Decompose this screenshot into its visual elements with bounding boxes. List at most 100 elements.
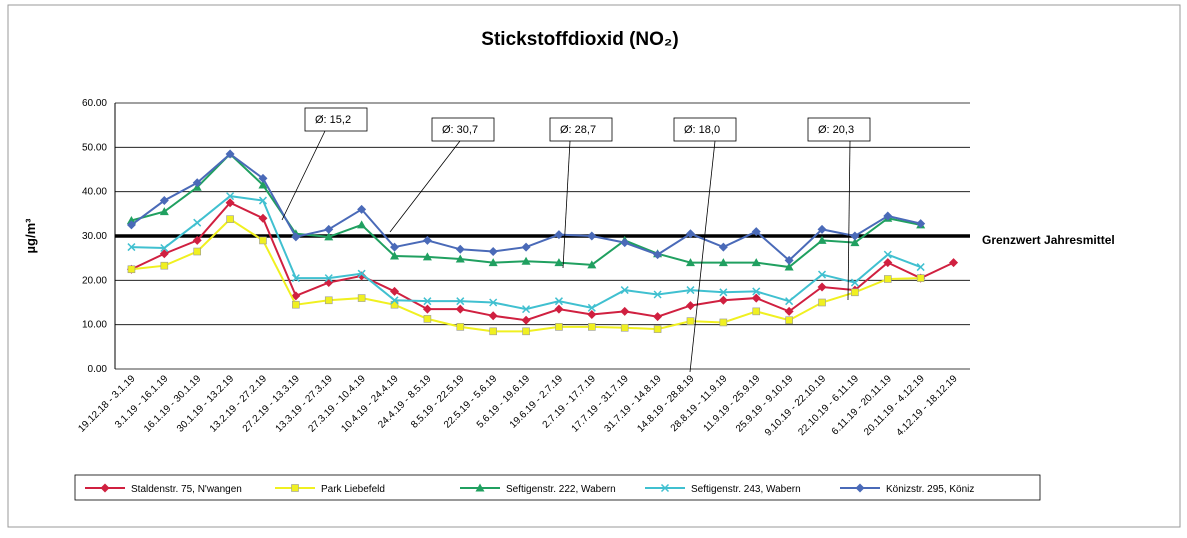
marker — [784, 306, 794, 316]
annotation-leader — [689, 140, 716, 373]
marker — [818, 298, 826, 307]
marker — [258, 173, 268, 183]
marker — [522, 305, 531, 314]
marker — [719, 288, 728, 297]
marker — [817, 235, 827, 244]
marker — [423, 297, 432, 306]
marker — [883, 275, 892, 283]
annotation: Ø: 28,7 — [560, 124, 596, 136]
marker — [521, 315, 531, 325]
marker — [817, 270, 827, 279]
marker — [357, 269, 366, 278]
marker — [554, 297, 563, 306]
marker — [522, 327, 530, 336]
marker — [159, 249, 169, 259]
marker — [554, 230, 564, 240]
marker — [192, 235, 202, 245]
x-tick-label: 13.2.19 - 27.2.19 — [208, 373, 270, 435]
marker — [159, 207, 169, 216]
marker — [718, 242, 728, 252]
marker — [785, 316, 793, 325]
series — [126, 198, 959, 325]
marker — [456, 323, 465, 331]
x-tick-label: 17.7.19 - 31.7.19 — [570, 373, 632, 435]
marker — [718, 258, 728, 267]
marker — [883, 250, 892, 259]
x-tick-label: 30.1.19 - 13.2.19 — [175, 373, 237, 435]
marker — [475, 483, 485, 492]
x-tick-label: 31.7.19 - 14.8.19 — [602, 373, 664, 435]
threshold-label: Grenzwert Jahresmittel — [982, 233, 1115, 247]
y-tick-label: 30.00 — [82, 231, 107, 242]
x-tick-label: 9.10.19 - 22.10.19 — [763, 373, 828, 438]
marker — [489, 327, 497, 336]
marker — [752, 307, 761, 316]
marker — [685, 229, 695, 239]
marker — [784, 255, 794, 265]
marker — [324, 296, 333, 305]
marker — [259, 236, 267, 245]
annotation-box — [673, 117, 737, 142]
marker — [851, 288, 859, 297]
marker — [324, 232, 334, 241]
annotation: Ø: 30,7 — [442, 124, 478, 136]
annotation: Ø: 18,0 — [684, 124, 720, 136]
annotation-box — [549, 117, 613, 142]
marker — [455, 304, 465, 314]
y-tick-label: 20.00 — [82, 275, 107, 286]
marker — [587, 260, 597, 269]
marker — [126, 220, 136, 230]
marker — [291, 291, 301, 301]
marker — [292, 300, 300, 309]
legend-label: Könizstr. 295, Köniz — [886, 484, 974, 495]
marker — [488, 311, 498, 321]
legend-label: Seftigenstr. 222, Wabern — [506, 484, 616, 495]
marker — [456, 297, 465, 306]
legend-label: Staldenstr. 75, N'wangen — [131, 484, 242, 495]
marker — [554, 304, 564, 314]
marker — [719, 318, 728, 327]
x-tick-label: 13.3.19 - 27.3.19 — [274, 373, 336, 435]
marker — [587, 303, 596, 312]
marker — [620, 323, 629, 332]
marker — [686, 317, 695, 325]
marker — [653, 290, 662, 299]
marker — [225, 149, 235, 159]
marker — [620, 306, 630, 316]
series — [127, 192, 925, 314]
marker — [100, 483, 110, 493]
marker — [685, 258, 695, 267]
marker — [751, 227, 761, 237]
marker — [751, 258, 761, 267]
marker — [422, 252, 432, 261]
marker — [850, 231, 860, 241]
x-tick-label: 14.8.19 - 28.8.19 — [635, 373, 697, 435]
y-tick-label: 50.00 — [82, 142, 107, 153]
marker — [390, 286, 400, 296]
series-line — [131, 201, 954, 322]
y-axis-label: µg/m³ — [23, 218, 38, 254]
marker — [193, 247, 202, 256]
x-tick-label: 20.11.19 - 4.12.19 — [862, 373, 927, 438]
marker — [916, 274, 925, 282]
x-tick-label: 11.9.19 - 25.9.19 — [702, 373, 763, 434]
annotation-box — [431, 117, 495, 142]
marker — [422, 235, 432, 245]
marker — [455, 244, 465, 254]
series — [127, 215, 925, 336]
marker — [357, 220, 367, 229]
marker — [258, 196, 268, 205]
x-tick-label: 28.8.19 - 11.9.19 — [669, 373, 730, 434]
marker — [159, 196, 169, 206]
marker — [660, 483, 670, 493]
marker — [784, 262, 794, 271]
x-tick-label: 4.12.19 - 18.12.19 — [894, 373, 959, 438]
x-tick-label: 27.3.19 - 10.4.19 — [307, 373, 369, 435]
marker — [916, 263, 925, 272]
y-tick-label: 40.00 — [82, 187, 107, 198]
marker — [489, 298, 498, 307]
x-tick-label: 27.2.19 - 13.3.19 — [241, 373, 303, 435]
annotation: Ø: 20,3 — [818, 124, 854, 136]
marker — [620, 238, 630, 248]
